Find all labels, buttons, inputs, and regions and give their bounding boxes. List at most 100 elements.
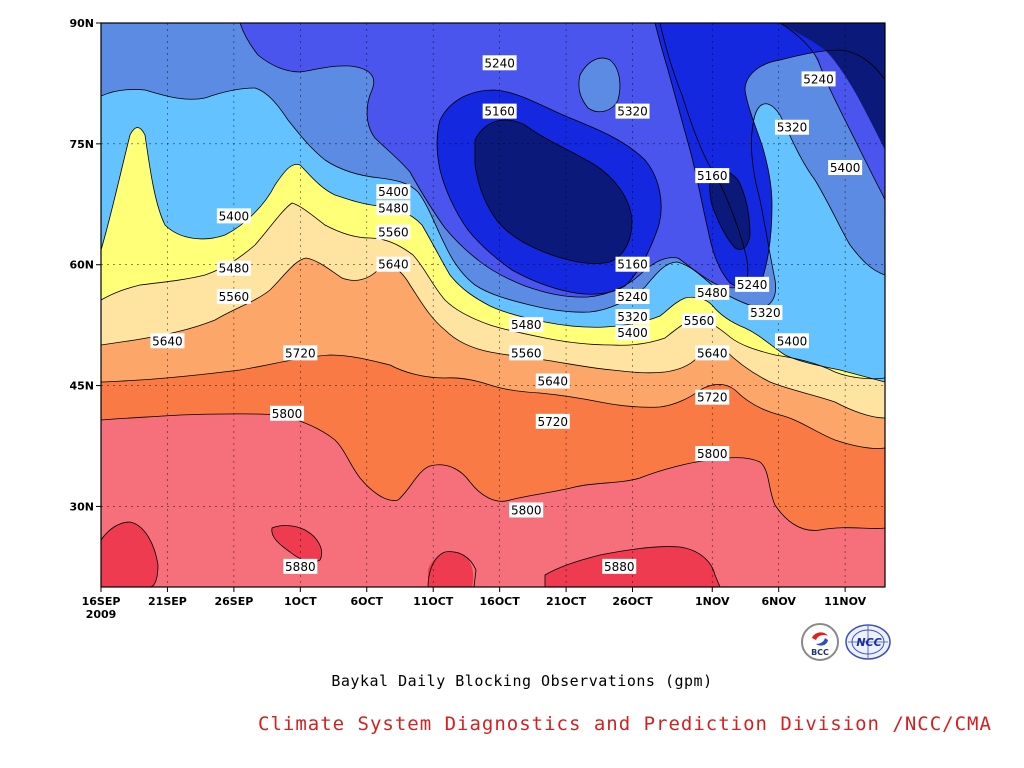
contour-label-text: 5400 bbox=[219, 209, 250, 223]
contour-label-text: 5880 bbox=[604, 560, 635, 574]
contour-label: 5880 bbox=[602, 558, 637, 574]
contour-label-bg bbox=[695, 389, 730, 405]
contour-label-bg bbox=[482, 55, 517, 71]
contour-line-5880b bbox=[271, 525, 322, 563]
contour-label: 5880 bbox=[283, 558, 318, 574]
contour-label: 5400 bbox=[376, 184, 411, 200]
contour-label: 5640 bbox=[150, 333, 185, 349]
contour-label: 5800 bbox=[270, 405, 305, 421]
x-tick-label: 21OCT bbox=[546, 595, 587, 608]
contour-label-bg bbox=[801, 71, 836, 87]
contour-label-bg bbox=[828, 160, 863, 176]
band-above-5880 bbox=[101, 522, 720, 587]
contour-label-bg bbox=[695, 284, 730, 300]
contour-label-bg bbox=[376, 200, 411, 216]
x-tick-label: 26SEP bbox=[214, 595, 253, 608]
contour-line-5400 bbox=[101, 87, 885, 313]
y-tick-label: 45N bbox=[69, 380, 94, 393]
contour-label-bg bbox=[615, 309, 650, 325]
contour-line-5240 bbox=[436, 89, 662, 295]
svg-text:NCC: NCC bbox=[856, 636, 881, 649]
contour-label: 5320 bbox=[615, 309, 650, 325]
contour-line-5480 bbox=[101, 127, 885, 383]
contour-label: 5560 bbox=[681, 313, 716, 329]
contour-label-bg bbox=[695, 345, 730, 361]
ncc-logo-icon: NCC bbox=[845, 624, 891, 660]
contour-label: 5480 bbox=[216, 260, 251, 276]
contour-label-bg bbox=[216, 260, 251, 276]
x-axis: 16SEP 21SEP 26SEP 1OCT 6OCT 11OCT 16OCT 21OCT 26… bbox=[82, 587, 867, 608]
contour-label-text: 5240 bbox=[803, 72, 834, 86]
contour-label: 5800 bbox=[695, 446, 730, 462]
contour-label-bg bbox=[376, 184, 411, 200]
contour-label: 5720 bbox=[283, 345, 318, 361]
contour-label-bg bbox=[509, 317, 544, 333]
contour-label-text: 5160 bbox=[484, 105, 515, 119]
contour-label: 5240 bbox=[615, 288, 650, 304]
contour-label-text: 5320 bbox=[617, 310, 648, 324]
contour-label-text: 5400 bbox=[378, 185, 409, 199]
contour-label: 5480 bbox=[376, 200, 411, 216]
bcc-logo-icon: BCC bbox=[801, 623, 839, 661]
contour-label: 5240 bbox=[482, 55, 517, 71]
contour-label-text: 5800 bbox=[272, 407, 303, 421]
contour-label-bg bbox=[774, 119, 809, 135]
contour-label-text: 5400 bbox=[830, 161, 861, 175]
band-5400-5480-spot bbox=[578, 58, 620, 112]
y-tick-label: 30N bbox=[69, 500, 94, 513]
contour-label-text: 5480 bbox=[697, 286, 728, 300]
contour-label-text: 5560 bbox=[511, 346, 542, 360]
contour-line-5160b bbox=[709, 170, 751, 250]
contour-label-bg bbox=[735, 276, 770, 292]
contour-label-text: 5640 bbox=[152, 334, 183, 348]
contour-label-text: 5880 bbox=[285, 560, 316, 574]
contour-label: 5560 bbox=[216, 288, 251, 304]
contour-label: 5240 bbox=[735, 276, 770, 292]
contour-label: 5400 bbox=[216, 208, 251, 224]
contour-label: 5320 bbox=[615, 103, 650, 119]
contour-label-bg bbox=[216, 208, 251, 224]
contour-label: 5400 bbox=[774, 333, 809, 349]
contour-label-text: 5720 bbox=[538, 415, 569, 429]
footer-credit: Climate System Diagnostics and Predictio… bbox=[258, 713, 992, 735]
contour-label: 5400 bbox=[615, 325, 650, 341]
contour-label-text: 5240 bbox=[484, 56, 515, 70]
contour-label-bg bbox=[774, 333, 809, 349]
x-tick-label: 11OCT bbox=[413, 595, 454, 608]
contour-label-bg bbox=[216, 288, 251, 304]
band-below-5160 bbox=[475, 23, 885, 264]
contour-line-5240b bbox=[654, 23, 885, 289]
contour-label-bg bbox=[748, 305, 783, 321]
contour-chart: 5240 5160 5320 5240 5320 5400 5160 5400 5400 5480… bbox=[69, 17, 886, 621]
grid-lines bbox=[101, 23, 885, 587]
contour-label-bg bbox=[535, 373, 570, 389]
contour-label-text: 5640 bbox=[538, 375, 569, 389]
contour-label-text: 5320 bbox=[750, 306, 781, 320]
contour-line-5560 bbox=[101, 202, 885, 380]
y-tick-label: 90N bbox=[69, 17, 94, 30]
x-tick-label: 21SEP bbox=[148, 595, 187, 608]
contour-label-text: 5320 bbox=[617, 105, 648, 119]
contour-label: 5480 bbox=[509, 317, 544, 333]
contour-label-text: 5400 bbox=[777, 334, 808, 348]
contour-label-text: 5560 bbox=[378, 225, 409, 239]
x-tick-label: 16OCT bbox=[480, 595, 521, 608]
contour-label-text: 5240 bbox=[737, 278, 768, 292]
contour-label-text: 5160 bbox=[697, 169, 728, 183]
contour-line-5320c bbox=[578, 57, 621, 113]
x-tick-label: 1NOV bbox=[695, 595, 730, 608]
contour-label-bg bbox=[615, 325, 650, 341]
contour-label-text: 5400 bbox=[617, 326, 648, 340]
svg-text:BCC: BCC bbox=[811, 648, 829, 657]
contour-label-bg bbox=[150, 333, 185, 349]
contour-label-bg bbox=[615, 256, 650, 272]
contour-label-bg bbox=[482, 103, 517, 119]
contour-label-text: 5720 bbox=[285, 346, 316, 360]
contour-label-bg bbox=[695, 168, 730, 184]
contour-label: 5720 bbox=[535, 413, 570, 429]
contour-label-bg bbox=[695, 446, 730, 462]
contour-label-text: 5800 bbox=[511, 503, 542, 517]
contour-label: 5320 bbox=[774, 119, 809, 135]
contour-label: 5800 bbox=[509, 502, 544, 518]
y-tick-label: 75N bbox=[69, 138, 94, 151]
